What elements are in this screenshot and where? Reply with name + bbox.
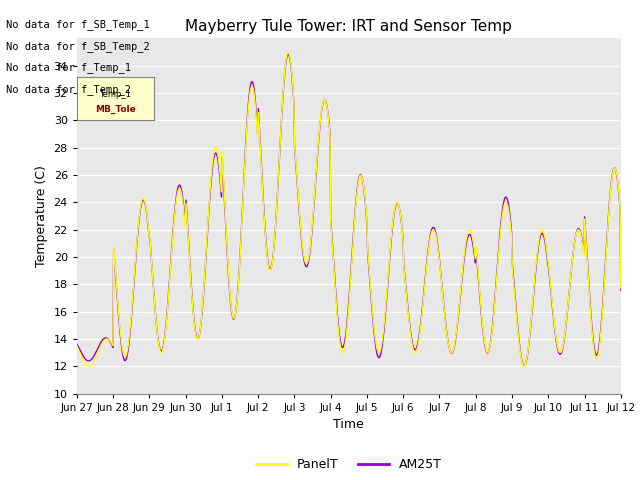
PanelT xyxy=(617,285,625,291)
Text: No data for f_SB_Temp_1: No data for f_SB_Temp_1 xyxy=(6,19,150,30)
AM25T xyxy=(137,205,145,211)
PanelT xyxy=(437,270,445,276)
PanelT xyxy=(237,230,245,236)
AM25T xyxy=(237,241,244,247)
Y-axis label: Temperature (C): Temperature (C) xyxy=(35,165,48,267)
PanelT xyxy=(138,199,145,205)
AM25T xyxy=(264,256,271,262)
AM25T xyxy=(285,52,292,58)
AM25T xyxy=(520,363,528,369)
PanelT xyxy=(85,363,93,369)
X-axis label: Time: Time xyxy=(333,418,364,431)
Text: No data for f_SB_Temp_2: No data for f_SB_Temp_2 xyxy=(6,41,150,52)
PanelT xyxy=(264,263,272,268)
Legend: PanelT, AM25T: PanelT, AM25T xyxy=(251,453,447,476)
Title: Mayberry Tule Tower: IRT and Sensor Temp: Mayberry Tule Tower: IRT and Sensor Temp xyxy=(186,20,512,35)
Text: MB_Tole: MB_Tole xyxy=(95,105,136,114)
PanelT xyxy=(284,49,292,55)
Line: PanelT: PanelT xyxy=(77,52,621,366)
Text: No data for f_Temp_2: No data for f_Temp_2 xyxy=(6,84,131,95)
AM25T xyxy=(436,262,444,267)
AM25T xyxy=(406,320,413,325)
PanelT xyxy=(73,343,81,349)
AM25T xyxy=(73,341,81,347)
Line: AM25T: AM25T xyxy=(77,54,621,366)
Text: Temp_1: Temp_1 xyxy=(99,90,131,98)
PanelT xyxy=(406,328,414,334)
PanelT xyxy=(285,52,293,58)
Text: No data for f_Temp_1: No data for f_Temp_1 xyxy=(6,62,131,73)
AM25T xyxy=(284,51,292,57)
AM25T xyxy=(617,288,625,293)
